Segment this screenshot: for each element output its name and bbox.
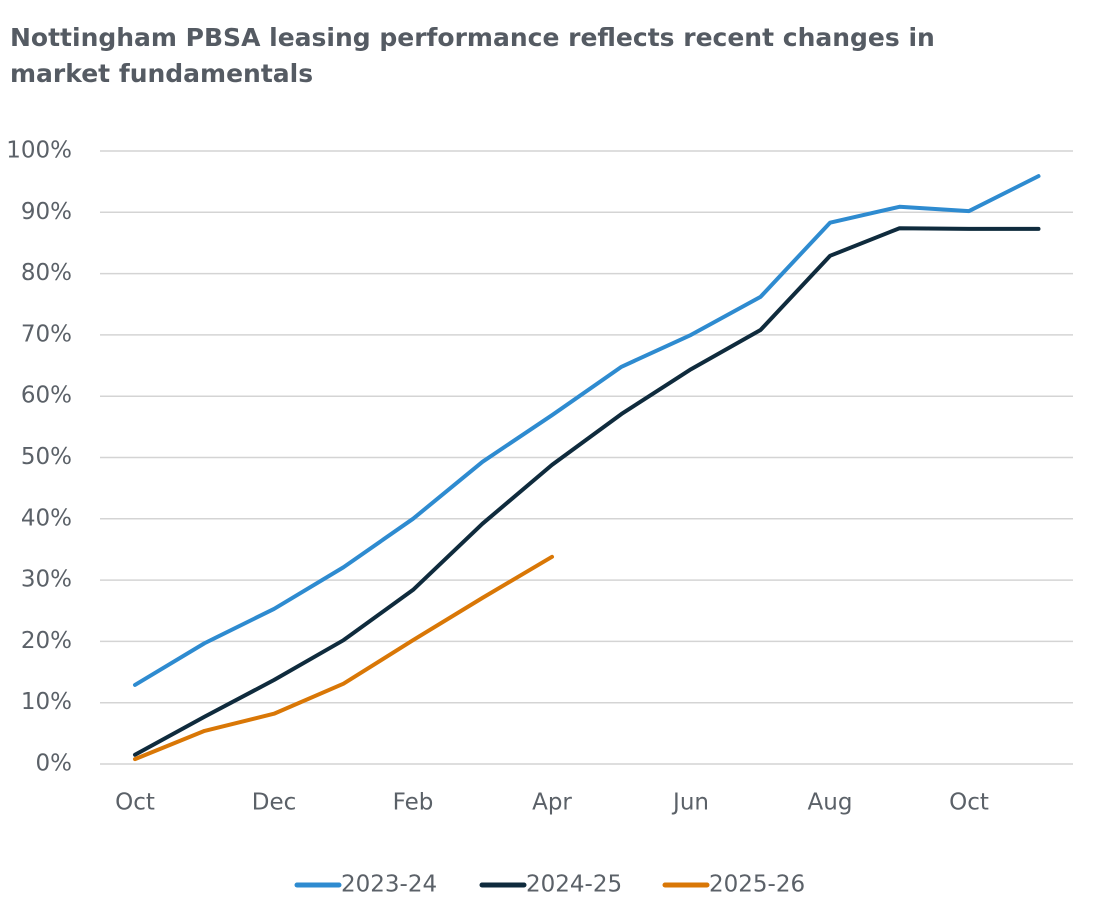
series-line	[133, 226, 1041, 757]
legend-label: 2025-26	[709, 872, 805, 898]
x-tick-label: Oct	[949, 790, 989, 816]
y-tick-label: 0%	[36, 751, 73, 777]
series-line	[133, 174, 1041, 687]
y-tick-label: 60%	[21, 383, 72, 409]
x-tick-label: Oct	[115, 790, 155, 816]
chart-title: Nottingham PBSA leasing performance refl…	[10, 23, 935, 52]
y-tick-label: 100%	[6, 138, 72, 164]
y-tick-label: 10%	[21, 689, 72, 715]
x-tick-label: Jun	[671, 790, 709, 816]
chart-title: market fundamentals	[10, 59, 313, 88]
x-tick-label: Aug	[808, 790, 853, 816]
legend-label: 2024-25	[526, 872, 622, 898]
y-tick-label: 50%	[21, 444, 72, 470]
x-tick-label: Apr	[532, 790, 572, 816]
x-tick-label: Dec	[252, 790, 297, 816]
y-tick-label: 30%	[21, 567, 72, 593]
y-tick-label: 40%	[21, 505, 72, 531]
y-tick-label: 90%	[21, 199, 72, 225]
legend-label: 2023-24	[341, 872, 437, 898]
y-tick-label: 80%	[21, 260, 72, 286]
y-tick-label: 20%	[21, 628, 72, 654]
y-tick-label: 70%	[21, 321, 72, 347]
x-tick-label: Feb	[393, 790, 434, 816]
series-line	[133, 554, 554, 762]
